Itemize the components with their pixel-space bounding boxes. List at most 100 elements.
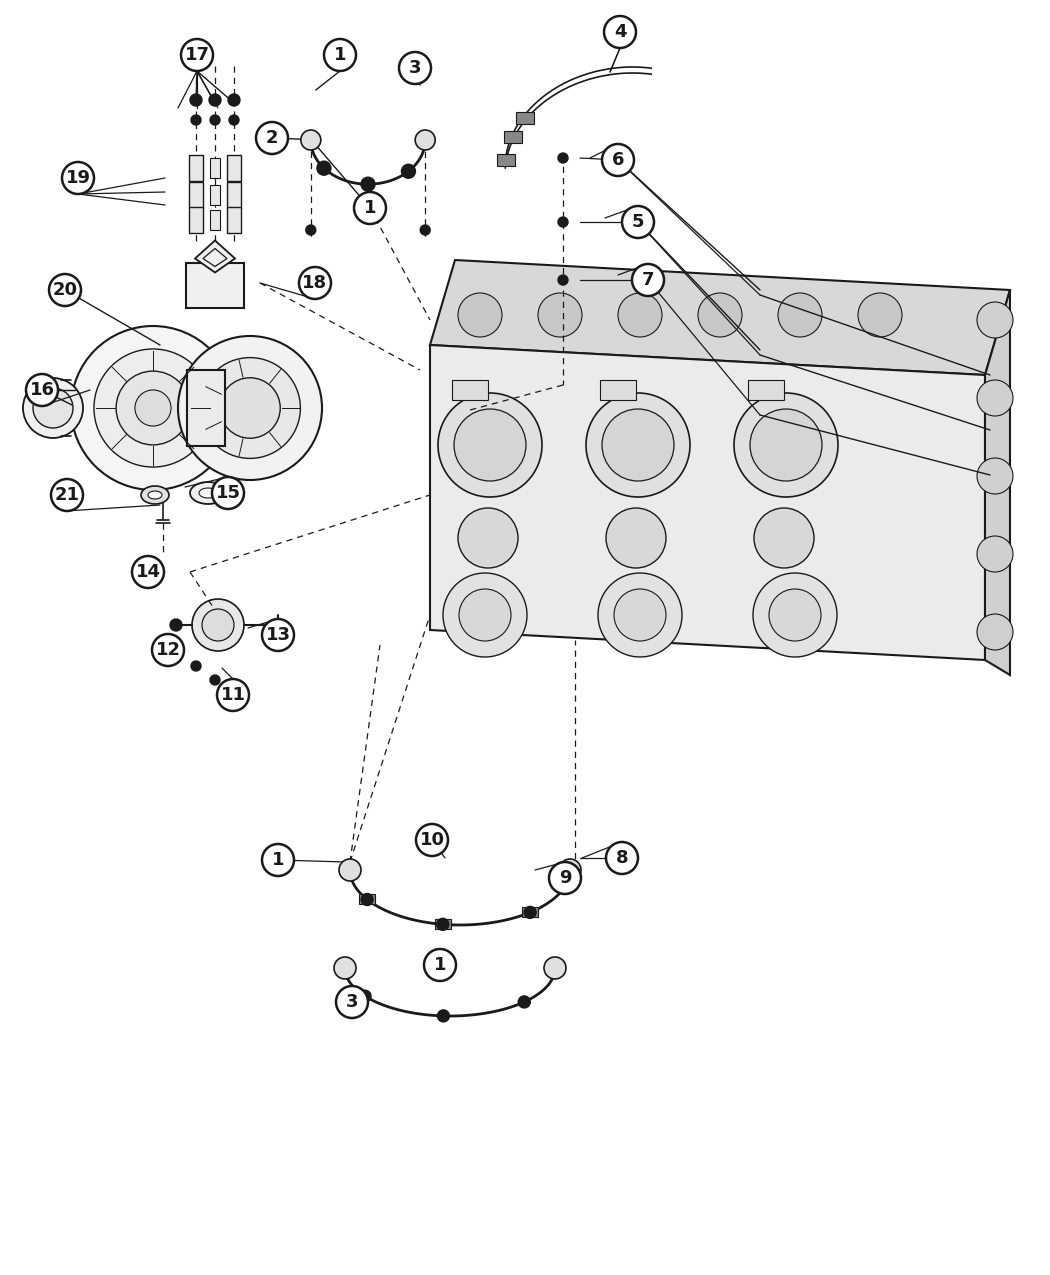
Circle shape bbox=[217, 680, 249, 711]
Bar bbox=[359, 895, 375, 904]
Circle shape bbox=[976, 536, 1013, 572]
Circle shape bbox=[192, 599, 244, 652]
Circle shape bbox=[152, 634, 184, 666]
Bar bbox=[227, 156, 242, 181]
Text: 10: 10 bbox=[420, 831, 444, 849]
Circle shape bbox=[210, 674, 220, 685]
Text: 20: 20 bbox=[52, 280, 78, 300]
Circle shape bbox=[191, 660, 201, 671]
Bar bbox=[516, 112, 533, 124]
Circle shape bbox=[317, 161, 331, 175]
Circle shape bbox=[191, 115, 201, 125]
Polygon shape bbox=[430, 260, 1010, 375]
Circle shape bbox=[334, 958, 356, 979]
Circle shape bbox=[734, 393, 838, 497]
Circle shape bbox=[361, 894, 373, 905]
Circle shape bbox=[132, 556, 164, 588]
Circle shape bbox=[262, 844, 294, 876]
Circle shape bbox=[23, 377, 83, 439]
Circle shape bbox=[604, 17, 636, 48]
Text: 9: 9 bbox=[559, 870, 571, 887]
Circle shape bbox=[117, 371, 190, 445]
Circle shape bbox=[614, 589, 666, 641]
Circle shape bbox=[459, 589, 511, 641]
Text: 17: 17 bbox=[185, 46, 210, 64]
Circle shape bbox=[606, 507, 666, 567]
Circle shape bbox=[210, 115, 220, 125]
Circle shape bbox=[858, 293, 902, 337]
Circle shape bbox=[769, 589, 821, 641]
Circle shape bbox=[338, 988, 366, 1016]
Ellipse shape bbox=[148, 491, 162, 499]
Circle shape bbox=[458, 507, 518, 567]
Circle shape bbox=[438, 393, 542, 497]
Circle shape bbox=[558, 217, 568, 227]
Circle shape bbox=[606, 842, 638, 873]
Circle shape bbox=[754, 507, 814, 567]
Circle shape bbox=[178, 337, 322, 479]
Circle shape bbox=[420, 224, 430, 235]
Bar bbox=[227, 182, 242, 208]
Polygon shape bbox=[985, 289, 1010, 674]
Text: 8: 8 bbox=[615, 849, 628, 867]
Bar bbox=[210, 210, 220, 229]
Circle shape bbox=[778, 293, 822, 337]
Circle shape bbox=[976, 615, 1013, 650]
Bar bbox=[187, 370, 225, 446]
Text: 5: 5 bbox=[632, 213, 645, 231]
Ellipse shape bbox=[190, 482, 226, 504]
Circle shape bbox=[632, 264, 664, 296]
Circle shape bbox=[354, 193, 386, 224]
Circle shape bbox=[219, 377, 280, 439]
Text: 13: 13 bbox=[266, 626, 291, 644]
Circle shape bbox=[976, 302, 1013, 338]
Circle shape bbox=[299, 266, 331, 300]
Circle shape bbox=[336, 986, 367, 1017]
Circle shape bbox=[416, 824, 448, 856]
Circle shape bbox=[359, 991, 371, 1002]
Text: 7: 7 bbox=[642, 272, 654, 289]
Text: 11: 11 bbox=[220, 686, 246, 704]
Circle shape bbox=[559, 859, 581, 881]
Circle shape bbox=[262, 618, 294, 652]
Circle shape bbox=[602, 409, 674, 481]
Text: 4: 4 bbox=[614, 23, 626, 41]
Text: 12: 12 bbox=[155, 641, 181, 659]
Circle shape bbox=[558, 275, 568, 286]
Circle shape bbox=[212, 477, 244, 509]
Circle shape bbox=[71, 326, 235, 490]
Bar bbox=[452, 380, 488, 400]
Text: 15: 15 bbox=[215, 484, 240, 502]
Bar bbox=[210, 158, 220, 178]
Text: 6: 6 bbox=[612, 150, 625, 170]
Circle shape bbox=[598, 572, 683, 657]
Text: 16: 16 bbox=[29, 381, 55, 399]
Circle shape bbox=[415, 130, 435, 150]
Circle shape bbox=[51, 479, 83, 511]
Circle shape bbox=[135, 390, 171, 426]
Circle shape bbox=[524, 907, 537, 918]
Polygon shape bbox=[430, 346, 985, 660]
Circle shape bbox=[438, 1010, 449, 1021]
Circle shape bbox=[519, 996, 530, 1009]
Circle shape bbox=[586, 393, 690, 497]
Circle shape bbox=[202, 609, 234, 641]
Circle shape bbox=[229, 115, 239, 125]
Bar bbox=[504, 131, 522, 143]
Circle shape bbox=[544, 958, 566, 979]
Circle shape bbox=[190, 94, 202, 106]
Circle shape bbox=[976, 458, 1013, 493]
Bar bbox=[435, 919, 450, 929]
Circle shape bbox=[62, 162, 94, 194]
Circle shape bbox=[424, 949, 456, 980]
Ellipse shape bbox=[141, 486, 169, 504]
Bar bbox=[227, 207, 242, 233]
Circle shape bbox=[170, 618, 182, 631]
Circle shape bbox=[976, 380, 1013, 416]
Circle shape bbox=[200, 357, 300, 459]
Circle shape bbox=[622, 207, 654, 238]
Circle shape bbox=[339, 859, 361, 881]
Bar bbox=[210, 185, 220, 205]
Circle shape bbox=[618, 293, 662, 337]
Circle shape bbox=[256, 122, 288, 154]
